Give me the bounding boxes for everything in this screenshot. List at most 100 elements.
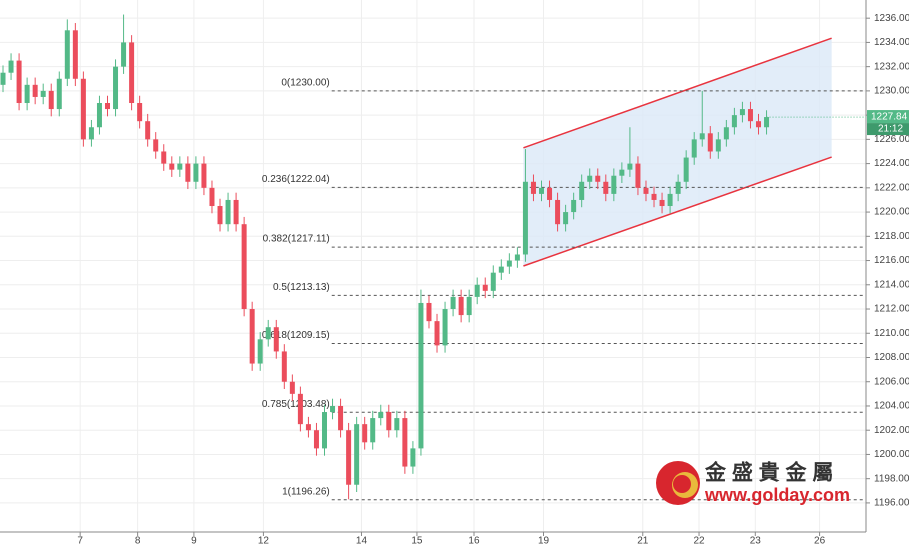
candle-body — [756, 121, 762, 128]
candle-body — [458, 296, 464, 316]
y-tick-label: 1202.00 — [874, 425, 909, 436]
countdown-box — [867, 123, 909, 136]
candle-body — [498, 266, 504, 273]
candle-body — [490, 272, 496, 291]
candle-body — [145, 121, 151, 140]
x-tick-label: 12 — [258, 536, 270, 547]
candle-body — [313, 430, 319, 449]
candle-body — [201, 163, 207, 188]
candle-body — [474, 284, 480, 297]
candle-body — [691, 139, 697, 158]
candle-body — [539, 187, 545, 194]
candle-body — [48, 90, 54, 110]
candle-body — [627, 163, 633, 170]
candle-body — [739, 109, 745, 116]
candle-body — [723, 127, 729, 140]
y-tick-label: 1212.00 — [874, 304, 909, 315]
y-tick-label: 1236.00 — [874, 13, 909, 24]
y-tick-label: 1232.00 — [874, 61, 909, 72]
candle-body — [466, 296, 472, 316]
y-tick-label: 1210.00 — [874, 328, 909, 339]
candle-body — [747, 109, 753, 122]
candle-body — [233, 199, 239, 225]
x-tick-label: 26 — [814, 536, 826, 547]
y-tick-label: 1234.00 — [874, 37, 909, 48]
y-tick-label: 1206.00 — [874, 376, 909, 387]
x-tick-label: 14 — [356, 536, 368, 547]
candle-body — [563, 212, 569, 225]
candle-body — [40, 90, 46, 97]
candle-body — [370, 418, 376, 443]
candle-body — [346, 430, 352, 485]
candle-body — [113, 66, 119, 110]
candle-body — [579, 181, 585, 200]
candle-body — [386, 412, 392, 431]
x-tick-label: 16 — [468, 536, 480, 547]
plot: 0(1230.00) 0.236(1222.04) 0.382(1217.11) 0.… — [0, 14, 866, 501]
candle-body — [611, 175, 617, 194]
x-tick-label: 23 — [750, 536, 762, 547]
last-price-box — [867, 110, 909, 124]
y-tick-label: 1214.00 — [874, 279, 909, 290]
candle-body — [514, 254, 520, 261]
last-price-label: 1227.84 — [871, 112, 908, 123]
countdown-label: 21:12 — [878, 124, 903, 135]
candle-body — [209, 187, 215, 207]
candle-body — [402, 418, 408, 467]
brand-name: 金 盛 貴 金 屬 — [704, 461, 833, 485]
candle-body — [522, 181, 528, 255]
y-tick-label: 1222.00 — [874, 182, 909, 193]
candle-body — [177, 163, 183, 170]
candle-body — [0, 72, 6, 85]
x-tick-label: 19 — [538, 536, 550, 547]
candle-body — [24, 84, 30, 104]
candle-body — [72, 30, 78, 79]
candle-body — [330, 405, 336, 413]
candle-body — [185, 163, 191, 182]
candle-body — [16, 60, 22, 104]
candle-body — [571, 199, 577, 213]
grid — [0, 0, 866, 532]
candle-body — [281, 351, 287, 382]
candle-body — [643, 187, 649, 194]
y-tick-label: 1200.00 — [874, 449, 909, 460]
fib-label: 0.382(1217.11) — [263, 234, 330, 245]
y-tick-label: 1224.00 — [874, 158, 909, 169]
brand-url: www.golday.com — [704, 485, 850, 505]
candle-body — [764, 117, 770, 128]
x-tick-label: 9 — [191, 536, 197, 547]
channel-upper — [523, 37, 832, 149]
fib-label: 0.5(1213.13) — [273, 282, 330, 293]
candle-body — [153, 139, 159, 152]
fib-label: 0(1230.00) — [281, 78, 329, 89]
candle-body — [683, 157, 689, 182]
watermark: 金 盛 貴 金 屬 www.golday.com — [656, 461, 850, 505]
fib-label: 0.785(1203.48) — [262, 399, 330, 410]
candle-body — [56, 78, 62, 110]
channel-fill — [523, 38, 832, 266]
candle-body — [80, 78, 86, 140]
candle-body — [257, 339, 263, 364]
fib-label: 0.618(1209.15) — [262, 330, 330, 341]
candle-body — [410, 448, 416, 467]
candle-body — [338, 405, 344, 431]
candle-body — [289, 381, 295, 394]
candle-body — [129, 42, 135, 104]
x-tick-label: 8 — [135, 536, 141, 547]
candle-body — [450, 296, 456, 310]
x-tick-label: 7 — [77, 536, 83, 547]
candle-body — [8, 60, 14, 73]
candle-body — [651, 193, 657, 200]
candle-body — [249, 309, 255, 364]
candle-body — [506, 260, 512, 267]
candle-body — [426, 302, 432, 322]
candle-body — [305, 424, 311, 431]
candle-body — [354, 424, 360, 485]
candle-body — [603, 181, 609, 194]
candle-body — [595, 175, 601, 182]
candle-body — [659, 199, 665, 207]
logo-inner — [673, 475, 691, 493]
candle-body — [193, 163, 199, 182]
y-tick-label: 1226.00 — [874, 134, 909, 145]
candle-body — [104, 103, 110, 110]
